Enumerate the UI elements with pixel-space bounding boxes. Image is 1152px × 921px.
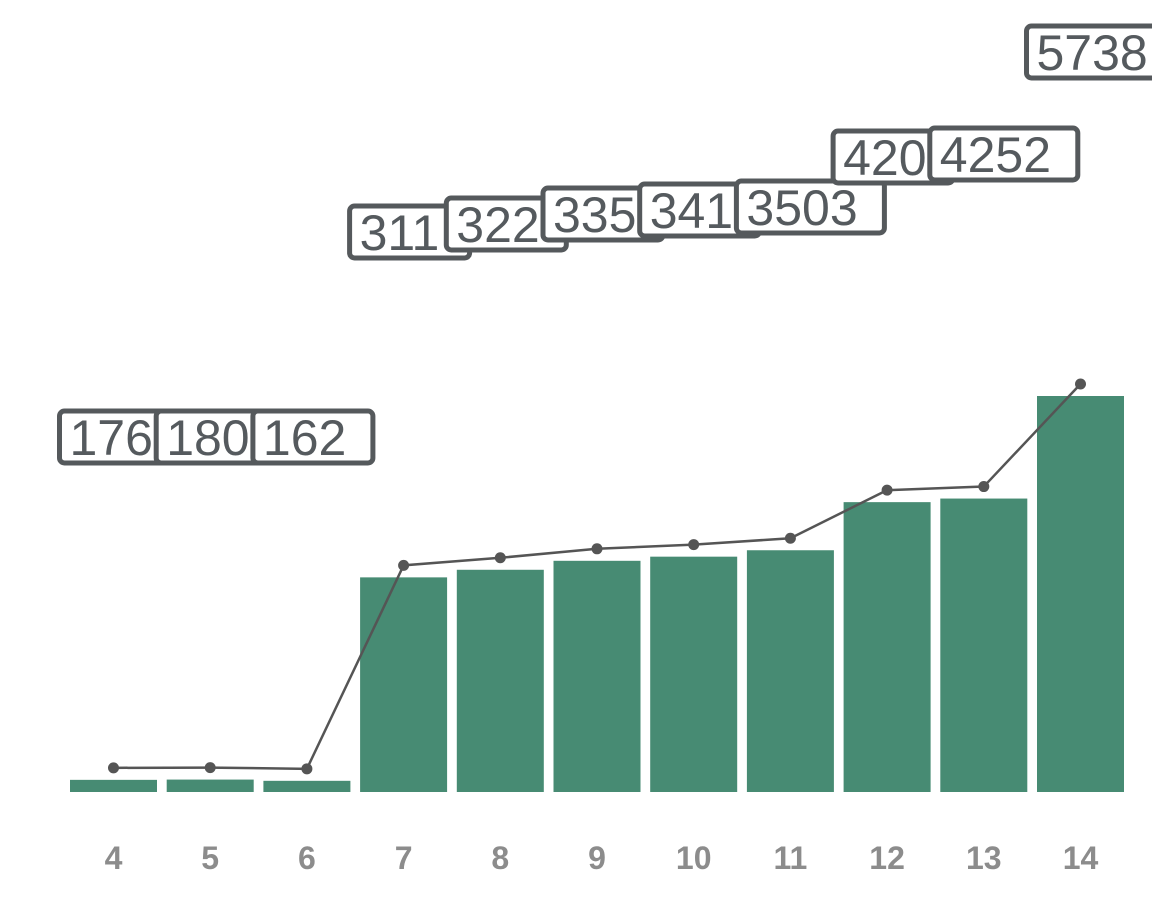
trend-point-13 [978,481,990,493]
data-label-text: 162 [263,410,346,466]
data-label-text: 4252 [940,127,1051,183]
x-tick-label-8: 8 [491,840,509,876]
x-tick-label-10: 10 [676,840,712,876]
x-tick-label-12: 12 [869,840,905,876]
data-label-text: 311 [360,205,440,261]
x-tick-label-7: 7 [395,840,413,876]
data-label-text: 5738 [1037,25,1148,81]
data-label-12: 420 [830,128,956,186]
trend-point-6 [301,763,313,775]
x-tick-label-5: 5 [201,840,219,876]
x-tick-label-11: 11 [773,840,807,876]
data-label-5: 180 [153,408,279,466]
data-label-10: 341 [637,181,763,239]
data-label-13: 4252 [927,125,1081,183]
x-axis-ticks: 4 5 6 7 8 9 10 11 12 13 14 [105,840,1099,876]
bar-12 [843,502,931,792]
data-label-text: 322 [456,197,539,253]
trend-point-4 [108,762,119,774]
data-label-4: 176 [57,408,182,466]
trend-point-5 [204,762,216,774]
data-label-text: 420 [843,130,926,186]
data-label-9: 335 [540,185,666,243]
data-label-text: 180 [166,410,249,466]
bar-11 [746,550,834,792]
bar-13 [940,498,1028,792]
x-tick-label-4: 4 [105,840,123,876]
data-label-6: 162 [250,408,376,466]
trend-point-7 [398,559,410,571]
trend-point-14 [1075,378,1086,390]
trend-point-12 [881,484,893,496]
bar-5 [166,779,254,792]
data-label-box [1024,23,1152,81]
bar-6 [263,780,351,792]
data-label-text: 176 [70,410,153,466]
x-tick-label-6: 6 [298,840,316,876]
data-label-text: 341 [650,183,733,239]
trend-point-9 [591,543,603,555]
trend-point-10 [688,539,700,551]
trend-point-8 [494,552,506,564]
bar-10 [650,556,738,792]
data-label-14: 5738 [1024,23,1152,81]
bars-group [70,396,1124,792]
data-label-box [250,408,376,466]
data-label-box [927,125,1081,183]
data-label-box [733,178,887,236]
bar-14 [1037,396,1124,792]
data-label-text: 335 [553,187,636,243]
trend-point-11 [784,532,796,544]
trend-line-group [108,378,1086,775]
bar-4 [70,779,157,792]
bar-7 [360,577,448,792]
x-tick-label-14: 14 [1063,840,1099,876]
bar-8 [456,569,544,792]
bar-9 [553,560,641,792]
x-tick-label-9: 9 [588,840,606,876]
x-tick-label-13: 13 [966,840,1002,876]
data-label-text: 3503 [746,180,857,236]
data-label-11: 3503 [733,178,887,236]
